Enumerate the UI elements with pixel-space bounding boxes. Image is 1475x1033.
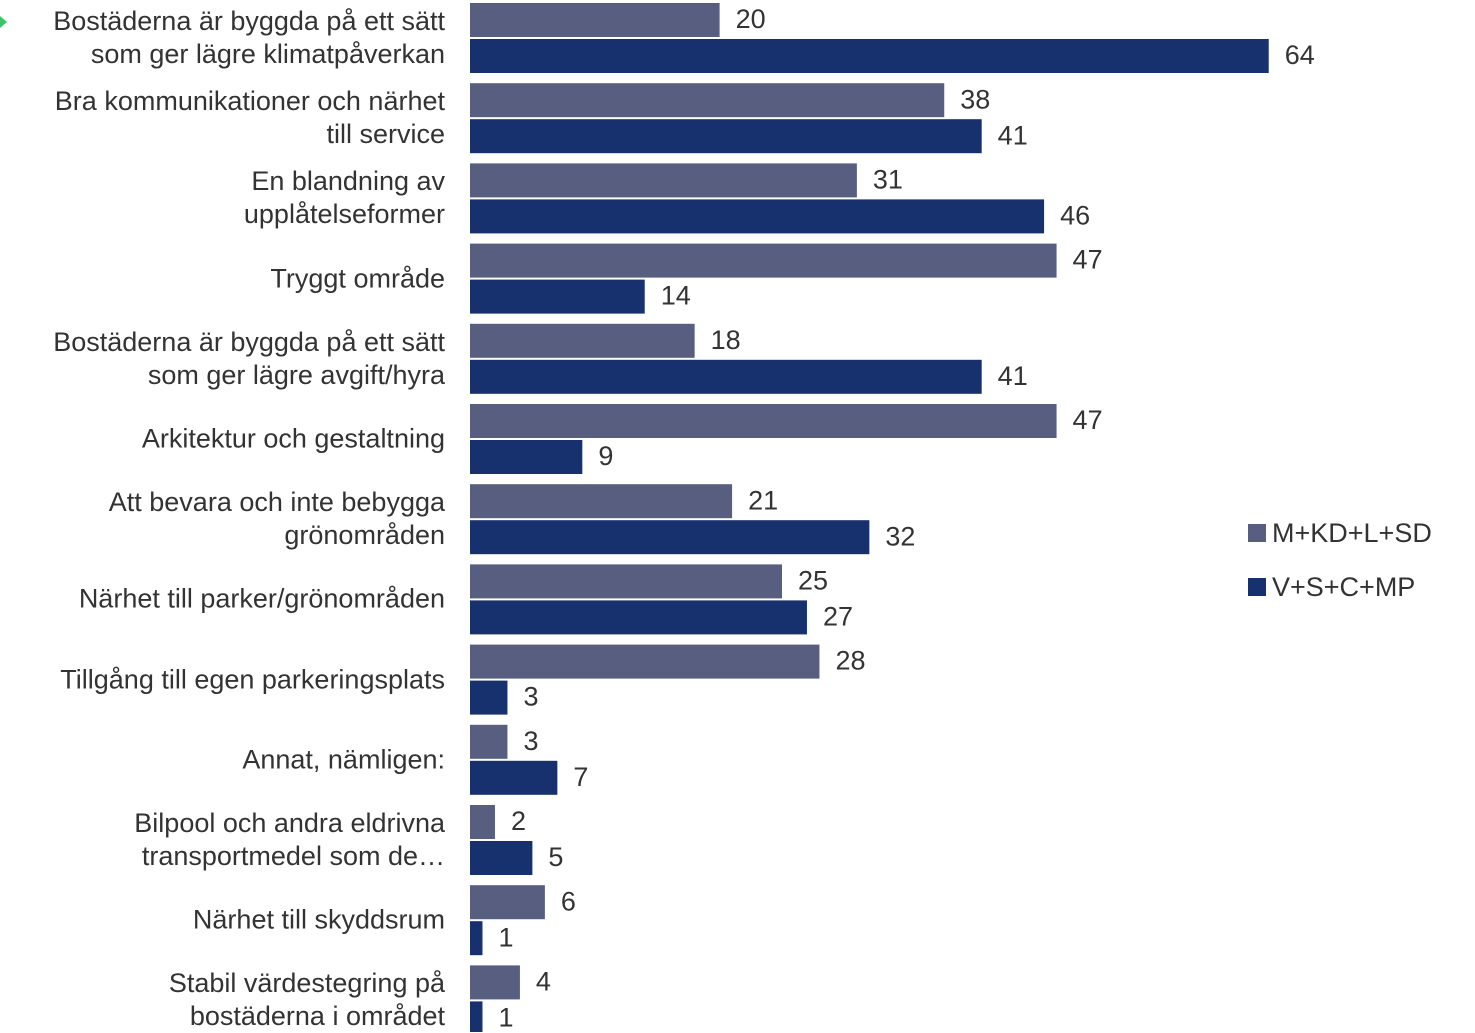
legend: M+KD+L+SD V+S+C+MP <box>1248 516 1432 624</box>
data-label-series-0: 20 <box>736 4 766 34</box>
legend-swatch-series-0 <box>1248 524 1266 542</box>
bar-series-1 <box>470 440 583 474</box>
legend-label-series-0: M+KD+L+SD <box>1272 517 1432 548</box>
category-label: Att bevara och inte bebygga grönområden <box>108 487 445 551</box>
data-label-series-0: 47 <box>1073 245 1103 275</box>
legend-item-series-1: V+S+C+MP <box>1248 570 1432 604</box>
data-label-series-0: 3 <box>523 726 538 756</box>
data-label-series-0: 28 <box>835 646 865 676</box>
legend-label-series-1: V+S+C+MP <box>1272 571 1416 602</box>
bar-series-1 <box>470 600 807 635</box>
data-label-series-1: 46 <box>1060 201 1090 231</box>
bar-series-0 <box>470 3 720 37</box>
data-label-series-1: 3 <box>523 682 538 712</box>
category-label: Närhet till skyddsrum <box>192 904 445 935</box>
bar-series-0 <box>470 724 508 759</box>
category-label: Bostäderna är byggda på ett sätt som ger… <box>53 326 445 390</box>
data-label-series-0: 18 <box>711 325 741 355</box>
category-label: Annat, nämligen: <box>242 744 445 775</box>
data-label-series-1: 9 <box>598 441 613 471</box>
category-label: Arkitektur och gestaltning <box>141 423 445 454</box>
bar-series-1 <box>470 841 533 875</box>
data-label-series-0: 4 <box>536 967 551 997</box>
bar-series-1 <box>470 1001 483 1032</box>
category-label: Närhet till parker/grönområden <box>78 583 445 614</box>
data-label-series-0: 25 <box>798 566 828 596</box>
data-label-series-1: 14 <box>661 281 691 311</box>
bar-series-1 <box>470 520 870 555</box>
category-label: Stabil värdestegring på bostäderna i omr… <box>168 968 445 1032</box>
bar-series-0 <box>470 83 945 118</box>
category-label: Bostäderna är byggda på ett sätt som ger… <box>53 6 445 69</box>
bar-series-1 <box>470 921 483 956</box>
data-label-series-1: 64 <box>1285 40 1315 70</box>
bar-series-1 <box>470 39 1269 73</box>
data-label-series-1: 41 <box>998 361 1028 391</box>
bar-series-1 <box>470 680 508 715</box>
data-label-series-1: 7 <box>573 762 588 792</box>
bar-series-0 <box>470 644 820 679</box>
data-label-series-1: 1 <box>498 922 513 952</box>
bar-series-0 <box>470 965 520 1000</box>
bar-series-1 <box>470 359 982 394</box>
data-label-series-0: 38 <box>960 84 990 114</box>
bar-series-1 <box>470 760 558 795</box>
category-label: Bilpool och andra eldrivna transportmede… <box>134 808 445 871</box>
data-label-series-1: 5 <box>548 842 563 872</box>
bar-series-0 <box>470 243 1057 278</box>
data-label-series-1: 1 <box>498 1003 513 1032</box>
bar-series-0 <box>470 885 545 920</box>
bar-series-0 <box>470 404 1057 438</box>
legend-swatch-series-1 <box>1248 578 1266 596</box>
data-label-series-0: 47 <box>1073 405 1103 435</box>
category-label: Tryggt område <box>270 263 445 294</box>
bar-series-0 <box>470 484 733 519</box>
bar-series-0 <box>470 163 857 198</box>
bar-series-1 <box>470 119 982 154</box>
legend-item-series-0: M+KD+L+SD <box>1248 516 1432 550</box>
data-label-series-1: 41 <box>998 120 1028 150</box>
selection-marker-icon <box>0 16 7 28</box>
bar-series-1 <box>470 199 1045 234</box>
bar-series-0 <box>470 805 495 839</box>
bar-series-1 <box>470 279 645 314</box>
data-label-series-0: 6 <box>561 886 576 916</box>
data-label-series-0: 2 <box>511 806 526 836</box>
data-label-series-0: 31 <box>873 165 903 195</box>
bar-series-0 <box>470 564 782 599</box>
category-label: Bra kommunikationer och närhet till serv… <box>54 86 445 150</box>
category-label: En blandning av upplåtelseformer <box>243 166 445 230</box>
data-label-series-1: 32 <box>885 521 915 551</box>
data-label-series-1: 27 <box>823 602 853 632</box>
category-label: Tillgång till egen parkeringsplats <box>60 664 445 695</box>
data-label-series-0: 21 <box>748 485 778 515</box>
bar-series-0 <box>470 323 695 358</box>
